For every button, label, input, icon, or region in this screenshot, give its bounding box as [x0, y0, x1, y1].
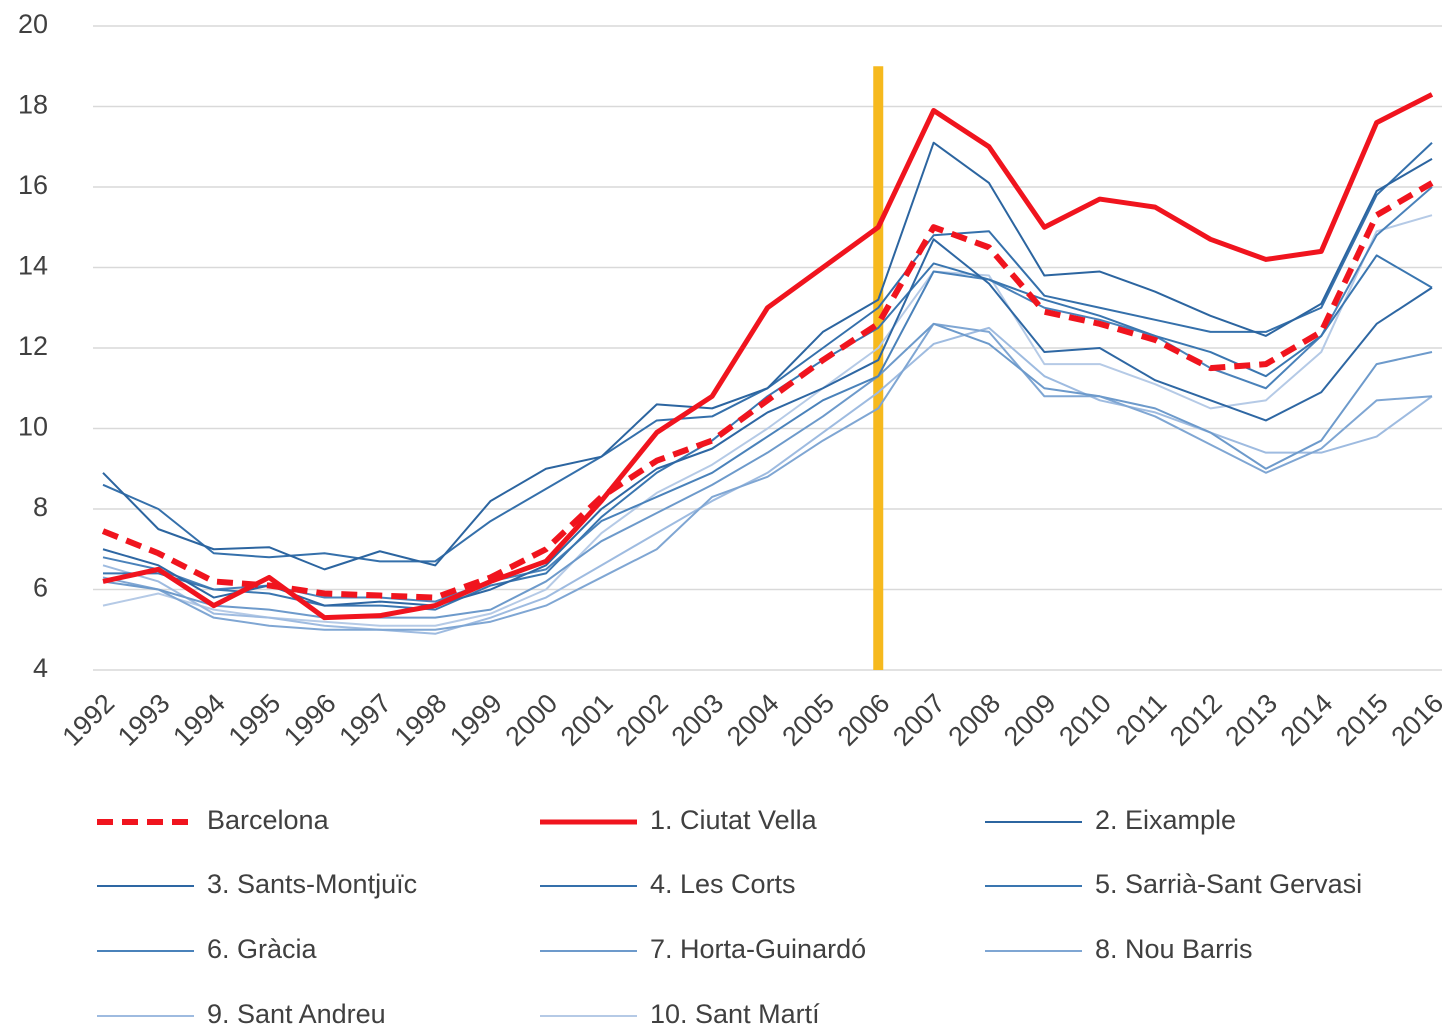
y-tick-label: 4 [33, 653, 48, 683]
y-tick-label: 10 [18, 412, 48, 442]
y-tick-label: 8 [33, 492, 48, 522]
x-tick-label: 1995 [223, 688, 287, 752]
legend-label: 8. Nou Barris [1095, 934, 1253, 964]
x-tick-label: 1996 [278, 688, 342, 752]
x-tick-label: 2000 [500, 688, 564, 752]
x-tick-label: 2011 [1110, 688, 1172, 750]
x-tick-label: 2003 [666, 688, 730, 752]
series-line [102, 238, 1433, 607]
legend-label: 7. Horta-Guinardó [650, 934, 866, 964]
x-tick-label: 1993 [112, 688, 176, 752]
legend-label: Barcelona [207, 805, 330, 835]
y-tick-label: 6 [33, 573, 48, 603]
legend-label: 6. Gràcia [207, 934, 318, 964]
series-line [102, 141, 1433, 571]
x-tick-label: 1998 [389, 688, 453, 752]
x-tick-label: 1994 [167, 688, 231, 752]
series-line [102, 322, 1433, 631]
x-tick-label: 2004 [721, 688, 785, 752]
legend-label: 1. Ciutat Vella [650, 805, 818, 835]
x-tick-label: 1992 [57, 688, 121, 752]
x-tick-label: 2015 [1330, 688, 1394, 752]
x-tick-label: 2007 [887, 688, 951, 752]
x-tick-label: 1997 [333, 688, 397, 752]
series-line [101, 180, 1434, 601]
legend-label: 2. Eixample [1095, 805, 1236, 835]
series-line [102, 92, 1434, 621]
x-tick-label: 2001 [555, 688, 619, 752]
x-tick-label: 1999 [444, 688, 508, 752]
x-tick-label: 2006 [832, 688, 896, 752]
legend-label: 5. Sarrià-Sant Gervasi [1095, 869, 1362, 899]
x-tick-label: 2012 [1164, 688, 1228, 752]
legend-label: 4. Les Corts [650, 869, 796, 899]
legend-label: 9. Sant Andreu [207, 999, 386, 1029]
series-line [102, 322, 1433, 619]
series-line [102, 214, 1433, 627]
series-line [102, 141, 1433, 563]
legend-label: 10. Sant Martí [650, 999, 820, 1029]
x-tick-label: 2005 [776, 688, 840, 752]
y-tick-label: 12 [18, 331, 48, 361]
x-tick-label: 2016 [1386, 688, 1450, 752]
x-tick-label: 2008 [943, 688, 1007, 752]
x-tick-label: 2002 [610, 688, 674, 752]
y-tick-label: 14 [18, 251, 48, 281]
y-tick-label: 18 [18, 90, 48, 120]
x-tick-label: 2014 [1275, 688, 1339, 752]
y-tick-label: 16 [18, 170, 48, 200]
legend-label: 3. Sants-Montjuïc [207, 869, 417, 899]
y-tick-label: 20 [18, 9, 48, 39]
x-tick-label: 2009 [998, 688, 1062, 752]
x-tick-label: 2010 [1053, 688, 1117, 752]
x-tick-label: 2013 [1219, 688, 1283, 752]
